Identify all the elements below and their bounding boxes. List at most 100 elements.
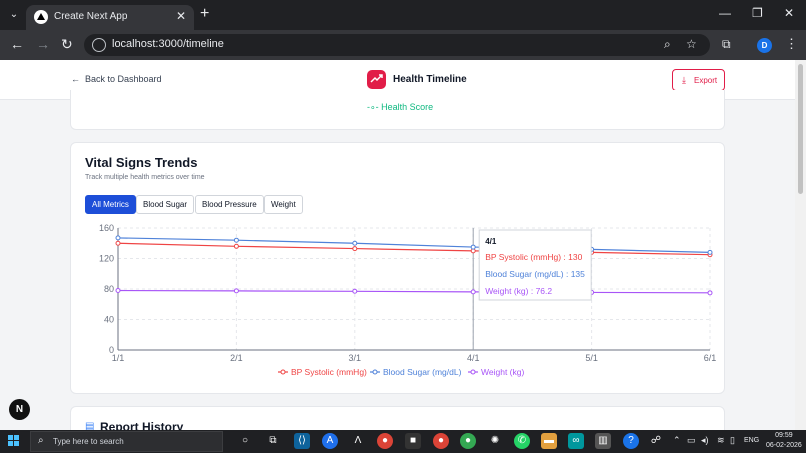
help-icon[interactable]: ? [623, 433, 639, 449]
browser-menu-icon[interactable]: ⋮ [785, 36, 798, 51]
data-point [233, 237, 239, 243]
page-title: Health Timeline [393, 74, 467, 85]
chrome-icon[interactable]: ● [460, 433, 476, 449]
clock-time: 09:59 [775, 432, 793, 439]
data-point [470, 289, 476, 295]
download-icon: ⤓ [682, 75, 686, 85]
browser-tab[interactable]: Create Next App ✕ [26, 5, 194, 30]
clock-date: 06-02-2026 [766, 442, 802, 449]
arduino-icon[interactable]: ∞ [568, 433, 584, 449]
network-icon[interactable]: ▭ [687, 435, 696, 445]
minimize-icon[interactable]: — [719, 6, 731, 20]
x-tick-label: 3/1 [349, 353, 362, 363]
y-tick-label: 0 [109, 345, 114, 355]
x-tick-label: 5/1 [585, 353, 598, 363]
series-line-2 [117, 289, 711, 294]
y-tick-label: 160 [99, 223, 114, 233]
legend-marker-point [372, 369, 378, 375]
arc-icon[interactable]: Λ [354, 435, 362, 446]
chrome-profile-icon[interactable]: ● [433, 433, 449, 449]
bookmark-star-icon[interactable]: ☆ [686, 37, 697, 51]
tooltip-row: Weight (kg) : 76.2 [485, 286, 552, 296]
taskbar-search[interactable]: ⌕ Type here to search [30, 431, 223, 452]
address-bar[interactable]: localhost:3000/timeline ⌕ ☆ [84, 34, 710, 56]
browser-tab-bar: ⌄ Create Next App ✕ + — ❐ ✕ [0, 0, 806, 30]
back-to-dashboard-link[interactable]: ← Back to Dashboard [71, 74, 162, 84]
tab-search-icon[interactable]: ⌄ [9, 9, 19, 20]
series-line-0 [117, 242, 711, 256]
back-label: Back to Dashboard [85, 74, 162, 84]
browser-toolbar: ← → ↻ localhost:3000/timeline ⌕ ☆ ⧉ D ⋮ [0, 30, 806, 60]
vscode-icon[interactable]: ⟨⟩ [294, 433, 310, 449]
y-tick-label: 120 [99, 254, 114, 264]
y-tick-label: 80 [104, 284, 114, 294]
data-point [707, 249, 713, 255]
nextjs-dev-badge[interactable]: N [9, 399, 30, 420]
task-view-icon[interactable]: ⧉ [269, 435, 277, 446]
windows-start-icon[interactable] [8, 435, 20, 447]
trending-up-icon [367, 70, 386, 89]
box-app-icon[interactable]: ■ [405, 433, 421, 449]
vitals-line-chart[interactable]: 0 40 80 120 160 1/1 2/1 3/1 4/1 5/1 6/1 4/1 BP Systo… [70, 220, 725, 385]
x-tick-label: 4/1 [467, 353, 480, 363]
filter-blood-pressure[interactable]: Blood Pressure [195, 195, 264, 214]
tooltip-row: Blood Sugar (mg/dL) : 135 [485, 269, 585, 279]
chevron-up-icon[interactable]: ⌃ [673, 435, 681, 445]
data-point [352, 240, 358, 246]
y-tick-label: 40 [104, 315, 114, 325]
x-tick-label: 1/1 [112, 353, 125, 363]
reload-icon[interactable]: ↻ [61, 36, 73, 52]
forward-arrow-icon[interactable]: → [36, 36, 50, 52]
legend-entry: Blood Sugar (mg/dL) [383, 367, 462, 377]
search-icon: ⌕ [38, 435, 44, 446]
file-explorer-icon[interactable]: ▬ [541, 433, 557, 449]
series-line-1 [117, 237, 711, 253]
app-store-icon[interactable]: A [322, 433, 338, 449]
tab-close-icon[interactable]: ✕ [175, 9, 186, 23]
extensions-icon[interactable]: ⧉ [722, 37, 731, 51]
data-point [707, 290, 713, 296]
filter-blood-sugar[interactable]: Blood Sugar [136, 195, 195, 214]
people-icon[interactable]: ☍ [650, 435, 662, 446]
zoom-icon[interactable]: ⌕ [664, 37, 671, 51]
legend-entry: BP Systolic (mmHg) [291, 367, 367, 377]
file-text-icon: ▤ [85, 421, 95, 432]
profile-avatar[interactable]: D [757, 38, 772, 53]
tab-title: Create Next App [54, 11, 128, 22]
tooltip-title: 4/1 [485, 237, 497, 246]
restore-icon[interactable]: ❐ [752, 6, 763, 20]
new-tab-icon[interactable]: + [200, 5, 210, 22]
battery-icon[interactable]: ▯ [730, 435, 735, 445]
windows-taskbar: ⌕ Type here to search ○ ⧉ ⟨⟩ A Λ ● ■ ● ●… [0, 430, 806, 453]
taskbar-clock[interactable]: 09:59 06-02-2026 [766, 431, 802, 451]
window-close-icon[interactable]: ✕ [784, 6, 795, 20]
export-label: Export [694, 76, 718, 85]
data-point [115, 235, 121, 241]
health-score-card: -∘- Health Score [70, 90, 725, 130]
filter-weight[interactable]: Weight [264, 195, 303, 214]
scrollbar-thumb[interactable] [798, 64, 803, 194]
url-text[interactable]: localhost:3000/timeline [112, 38, 224, 50]
wifi-icon[interactable]: ≋ [717, 435, 725, 445]
page-scrollbar[interactable] [795, 60, 806, 430]
chatgpt-icon[interactable]: ✺ [490, 435, 500, 446]
site-info-icon[interactable] [92, 38, 106, 52]
export-button[interactable]: ⤓ Export [672, 69, 725, 91]
language-indicator[interactable]: ENG [744, 437, 760, 444]
notes-icon[interactable]: ▥ [595, 433, 611, 449]
chrome-active-icon[interactable]: ● [377, 433, 393, 449]
nextjs-favicon-icon [34, 10, 48, 24]
whatsapp-icon[interactable]: ✆ [514, 433, 530, 449]
card-title: Vital Signs Trends [85, 155, 198, 170]
data-point [352, 288, 358, 294]
vital-signs-card: Vital Signs Trends Track multiple health… [70, 142, 725, 394]
x-tick-label: 6/1 [704, 353, 717, 363]
legend-marker-point [470, 369, 476, 375]
cortana-icon[interactable]: ○ [241, 435, 249, 446]
card-subtitle: Track multiple health metrics over time [85, 174, 205, 181]
volume-icon[interactable]: ◂) [701, 435, 709, 445]
data-point [233, 288, 239, 294]
back-arrow-icon[interactable]: ← [10, 36, 24, 52]
data-point [352, 246, 358, 252]
filter-all-metrics[interactable]: All Metrics [85, 195, 136, 214]
